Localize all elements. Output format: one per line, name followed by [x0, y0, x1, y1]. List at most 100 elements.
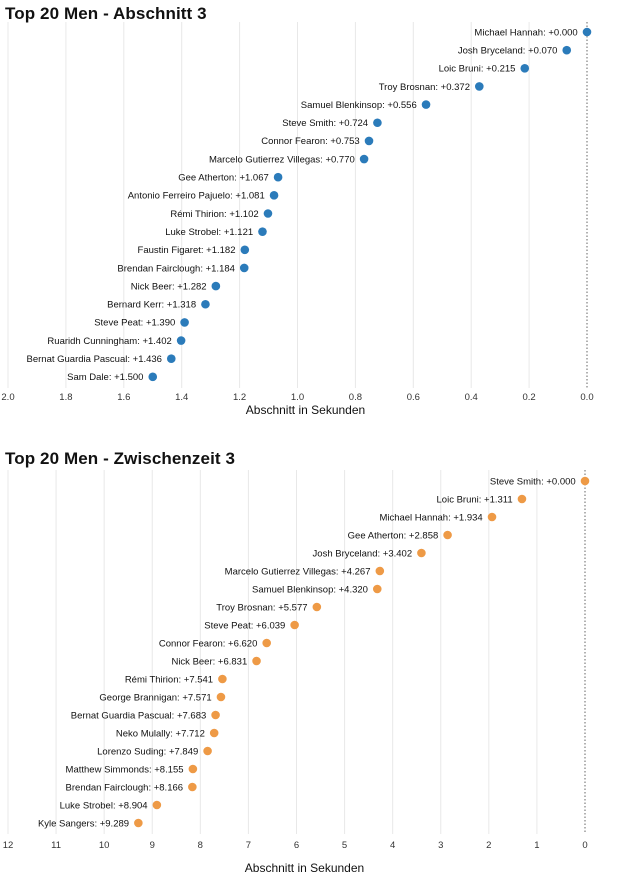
data-point — [443, 530, 452, 540]
data-label: Nick Beer: +1.282 — [131, 281, 207, 292]
chart-title: Top 20 Men - Zwischenzeit 3 — [5, 449, 236, 468]
data-point — [209, 728, 219, 738]
x-tick-label: 11 — [51, 840, 61, 851]
data-point — [487, 512, 497, 522]
data-point — [520, 64, 530, 73]
data-label: Brendan Fairclough: +8.166 — [66, 782, 184, 793]
data-label: Matthew Simmonds: +8.155 — [66, 764, 184, 775]
data-label: Michael Hannah: +1.934 — [379, 512, 482, 523]
data-label: Connor Fearon: +6.620 — [159, 638, 258, 649]
data-label: Rémi Thirion: +1.102 — [170, 209, 258, 220]
x-tick-label: 10 — [99, 840, 110, 851]
data-point — [373, 118, 382, 128]
data-point — [252, 656, 261, 666]
data-label: Troy Brosnan: +5.577 — [216, 602, 307, 613]
data-point — [134, 818, 143, 828]
x-axis-title: Abschnitt in Sekunden — [246, 403, 365, 417]
data-point — [417, 548, 426, 558]
data-point — [263, 209, 273, 218]
x-tick-label: 9 — [150, 840, 155, 851]
data-point — [580, 476, 590, 486]
x-tick-label: 1.0 — [291, 392, 304, 403]
data-point — [211, 710, 220, 720]
data-point — [375, 566, 385, 576]
x-tick-label: 1.8 — [59, 392, 72, 403]
data-label: Ruaridh Cunningham: +1.402 — [47, 336, 171, 347]
x-tick-label: 0.2 — [522, 392, 535, 403]
data-point — [517, 494, 527, 504]
x-tick-label: 0.8 — [349, 392, 362, 403]
data-point — [148, 372, 158, 382]
x-tick-label: 1.2 — [233, 392, 246, 403]
data-label: Bernard Kerr: +1.318 — [107, 300, 196, 311]
data-point — [562, 45, 572, 55]
data-point — [166, 354, 176, 364]
x-tick-label: 3 — [438, 840, 443, 851]
data-label: Antonio Ferreiro Pajuelo: +1.081 — [128, 191, 265, 202]
data-point — [372, 584, 382, 594]
data-label: Troy Brosnan: +0.372 — [379, 82, 470, 93]
data-point — [152, 800, 162, 810]
data-label: Steve Peat: +1.390 — [94, 318, 175, 329]
data-point — [176, 336, 186, 345]
data-label: Steve Smith: +0.000 — [490, 476, 576, 487]
data-point — [269, 191, 279, 200]
data-point — [203, 746, 212, 756]
data-label: Luke Strobel: +8.904 — [60, 800, 148, 811]
x-tick-label: 2.0 — [1, 392, 14, 403]
data-label: Kyle Sangers: +9.289 — [38, 818, 129, 829]
data-point — [188, 782, 197, 792]
data-point — [180, 318, 189, 327]
x-tick-label: 1.6 — [117, 392, 130, 403]
data-label: Bernat Guardia Pascual: +1.436 — [27, 354, 162, 365]
x-tick-label: 0.6 — [407, 392, 420, 403]
data-label: Brendan Fairclough: +1.184 — [117, 263, 235, 274]
data-label: Rémi Thirion: +7.541 — [125, 674, 213, 685]
x-tick-label: 0.0 — [580, 392, 593, 403]
data-label: Luke Strobel: +1.121 — [165, 227, 253, 238]
chart-zwischenzeit-3: Top 20 Men - Zwischenzeit 3 12 11 10 9 8 7 6 5 4… — [0, 444, 620, 891]
chart-abschnitt-3: Top 20 Men - Abschnitt 3 2.0 1.8 1.6 1.4 1.2… — [0, 0, 620, 440]
data-point — [475, 82, 484, 91]
x-tick-label: 4 — [390, 840, 395, 851]
x-tick-label: 1 — [534, 840, 539, 851]
data-label: Gee Atherton: +1.067 — [178, 173, 269, 184]
data-label: Samuel Blenkinsop: +4.320 — [252, 584, 368, 595]
data-point — [364, 136, 374, 146]
data-label: Loic Bruni: +1.311 — [437, 494, 513, 505]
x-tick-label: 7 — [246, 840, 251, 851]
data-label: Josh Bryceland: +3.402 — [313, 548, 413, 559]
data-label: Gee Atherton: +2.858 — [348, 530, 439, 541]
data-point — [216, 692, 226, 702]
data-label: Steve Peat: +6.039 — [204, 620, 285, 631]
data-label: Sam Dale: +1.500 — [67, 372, 143, 383]
data-point — [239, 263, 249, 273]
data-label: George Brannigan: +7.571 — [99, 692, 211, 703]
chart-plot-abschnitt-3: 2.0 1.8 1.6 1.4 1.2 1.0 0.8 0.6 0.4 0.2 0.0 Abschni… — [1, 22, 594, 417]
data-point — [201, 299, 210, 309]
data-point — [359, 154, 369, 164]
x-tick-label: 2 — [486, 840, 491, 851]
data-point — [312, 602, 322, 612]
data-point — [211, 281, 221, 291]
data-point — [188, 764, 198, 774]
data-point — [582, 27, 592, 37]
data-point — [218, 674, 227, 684]
data-label: Marcelo Gutierrez Villegas: +0.770 — [209, 154, 355, 165]
data-label: Nick Beer: +6.831 — [171, 656, 247, 667]
data-label: Neko Mulally: +7.712 — [116, 728, 205, 739]
x-tick-label: 8 — [198, 840, 203, 851]
data-label: Connor Fearon: +0.753 — [261, 136, 360, 147]
x-tick-label: 6 — [294, 840, 299, 851]
data-label: Faustin Figaret: +1.182 — [138, 245, 236, 256]
data-label: Josh Bryceland: +0.070 — [458, 45, 558, 56]
data-label: Lorenzo Suding: +7.849 — [97, 746, 198, 757]
x-tick-label: 1.4 — [175, 392, 188, 403]
x-tick-label: 5 — [342, 840, 347, 851]
x-axis-title: Abschnitt in Sekunden — [245, 861, 364, 875]
data-point — [258, 227, 267, 236]
data-label: Loic Bruni: +0.215 — [439, 64, 516, 75]
data-label: Samuel Blenkinsop: +0.556 — [301, 100, 417, 111]
chart-title: Top 20 Men - Abschnitt 3 — [5, 4, 207, 23]
